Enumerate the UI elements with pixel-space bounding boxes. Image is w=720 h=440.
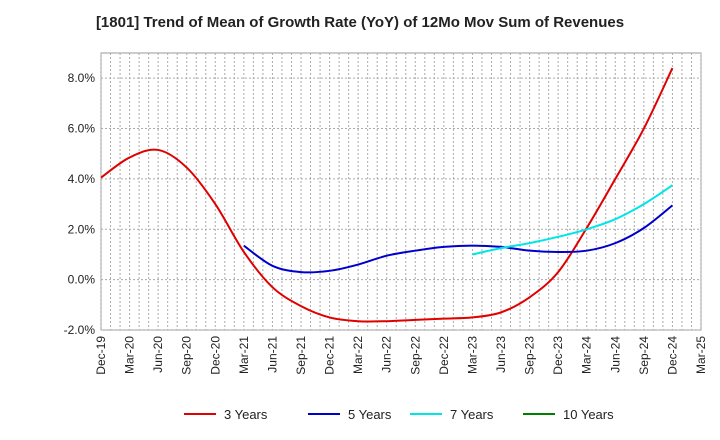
x-tick-label: Dec-24 bbox=[665, 336, 679, 375]
x-tick-label: Mar-24 bbox=[580, 336, 594, 374]
y-tick-label: -2.0% bbox=[64, 323, 96, 337]
x-tick-label: Dec-23 bbox=[551, 336, 565, 375]
x-tick-label: Mar-23 bbox=[465, 336, 479, 374]
y-tick-label: 2.0% bbox=[68, 222, 96, 236]
x-tick-label: Mar-20 bbox=[123, 336, 137, 374]
series-line-5-years bbox=[243, 204, 674, 274]
legend-label-3-years: 3 Years bbox=[224, 407, 268, 422]
legend-label-7-years: 7 Years bbox=[450, 407, 494, 422]
x-tick-label: Sep-22 bbox=[408, 336, 422, 375]
plot-area bbox=[100, 52, 702, 331]
x-tick-label: Jun-22 bbox=[380, 336, 394, 373]
x-tick-label: Sep-23 bbox=[523, 336, 537, 375]
x-tick-label: Dec-19 bbox=[94, 336, 108, 375]
x-tick-label: Dec-20 bbox=[208, 336, 222, 375]
y-tick-label: 4.0% bbox=[68, 172, 96, 186]
chart-title: [1801] Trend of Mean of Growth Rate (YoY… bbox=[95, 14, 625, 31]
x-tick-label: Sep-24 bbox=[637, 336, 651, 375]
x-tick-label: Jun-20 bbox=[151, 336, 165, 373]
x-tick-label: Mar-22 bbox=[351, 336, 365, 374]
x-axis: Dec-19 Mar-20 Jun-20 Sep-20 Dec-20 Mar-21 Jun-… bbox=[94, 336, 708, 375]
series-line-7-years bbox=[472, 184, 673, 256]
series-lines bbox=[100, 67, 674, 323]
y-tick-label: 8.0% bbox=[68, 71, 96, 85]
y-axis: -2.0% 0.0% 2.0% 4.0% 6.0% 8.0% bbox=[64, 71, 96, 337]
y-tick-label: 6.0% bbox=[68, 122, 96, 136]
x-tick-label: Mar-21 bbox=[237, 336, 251, 374]
legend: 3 Years 5 Years 7 Years 10 Years bbox=[184, 407, 614, 422]
x-tick-label: Dec-22 bbox=[437, 336, 451, 375]
y-tick-label: 0.0% bbox=[68, 273, 96, 287]
x-tick-label: Jun-23 bbox=[494, 336, 508, 373]
x-tick-label: Jun-21 bbox=[265, 336, 279, 373]
x-tick-label: Sep-20 bbox=[180, 336, 194, 375]
x-tick-label: Sep-21 bbox=[294, 336, 308, 375]
x-tick-label: Jun-24 bbox=[608, 336, 622, 373]
legend-label-5-years: 5 Years bbox=[348, 407, 392, 422]
grid-lines bbox=[100, 53, 702, 331]
legend-label-10-years: 10 Years bbox=[563, 407, 614, 422]
x-tick-label: Dec-21 bbox=[323, 336, 337, 375]
series-line-3-years bbox=[100, 67, 674, 323]
x-tick-label: Mar-25 bbox=[694, 336, 708, 374]
